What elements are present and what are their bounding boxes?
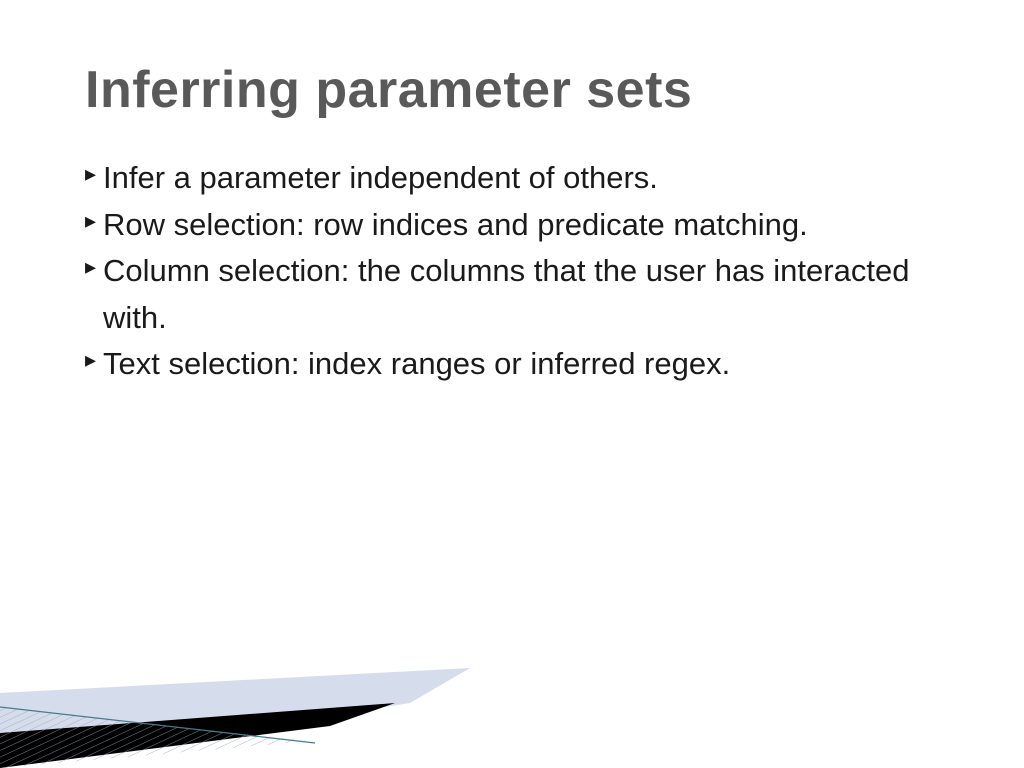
bullet-item: Text selection: index ranges or inferred… bbox=[85, 341, 939, 388]
bullet-item: Infer a parameter independent of others. bbox=[85, 155, 939, 202]
bullet-item: Row selection: row indices and predicate… bbox=[85, 202, 939, 249]
slide-container: Inferring parameter sets Infer a paramet… bbox=[0, 0, 1024, 768]
bullet-list: Infer a parameter independent of others.… bbox=[85, 155, 939, 388]
bullet-item: Column selection: the columns that the u… bbox=[85, 248, 939, 341]
slide-title: Inferring parameter sets bbox=[85, 60, 939, 120]
